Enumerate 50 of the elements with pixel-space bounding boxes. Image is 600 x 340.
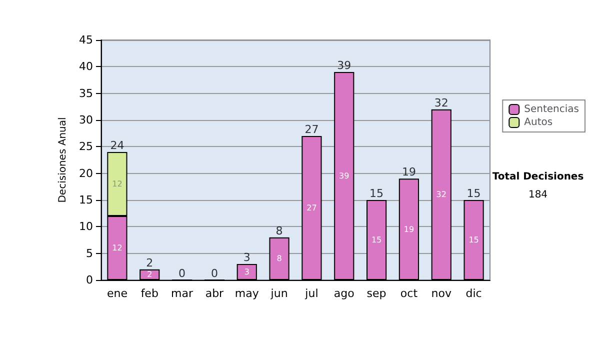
total-label: 27 [304,123,319,136]
y-tick-label: 10 [79,220,93,234]
total-label: 2 [146,256,154,270]
total-label: 15 [466,187,481,200]
total-label: 39 [337,59,352,72]
data-label: 39 [339,172,350,180]
x-tick-label: ago [334,287,355,300]
x-tick-label: nov [431,287,452,300]
total-label: 24 [110,139,124,152]
total-label: 3 [243,251,250,264]
x-tick-label: ene [106,287,128,300]
total-label: 8 [276,224,283,238]
total-label: 15 [370,187,384,200]
y-tick-label: 40 [79,60,93,74]
y-tick-label: 5 [86,246,93,260]
total-label: 0 [210,267,218,280]
total-label: 19 [402,166,416,179]
data-label: 15 [371,236,382,244]
data-label: 32 [436,190,446,200]
x-tick-label: sep [366,287,386,300]
total-label: 32 [434,96,448,110]
x-tick-label: mar [171,287,194,300]
text: 184 [528,190,548,200]
x-tick-label: jul [304,287,318,300]
x-tick-label: oct [400,287,418,300]
data-label: 12 [112,244,122,252]
y-tick-label: 20 [79,166,93,180]
x-tick-label: abr [205,287,224,300]
y-tick-label: 15 [79,194,93,206]
y-tick-label: 35 [79,86,93,100]
data-label: 8 [276,254,282,264]
y-tick-label: 25 [79,140,93,154]
legend-label: Autos [524,117,553,128]
y-tick-label: 45 [79,34,93,46]
y-axis-title: Decisiones Anual [58,117,69,203]
data-label: 2 [147,270,152,280]
x-tick-label: feb [140,287,158,300]
data-label: 15 [468,236,479,244]
y-tick-label: 0 [86,274,93,286]
y-tick-label: 30 [79,114,93,126]
x-tick-label: may [234,287,260,300]
x-tick-label: dic [466,287,482,300]
data-label: 3 [244,268,250,276]
x-tick-label: jun [270,287,288,300]
legend-label: Sentencias [524,104,580,115]
data-label: 12 [112,180,122,188]
total-label: 0 [178,267,186,280]
data-label: 27 [306,204,317,212]
data-label: 19 [404,224,414,234]
text: Total Decisiones [492,172,584,182]
